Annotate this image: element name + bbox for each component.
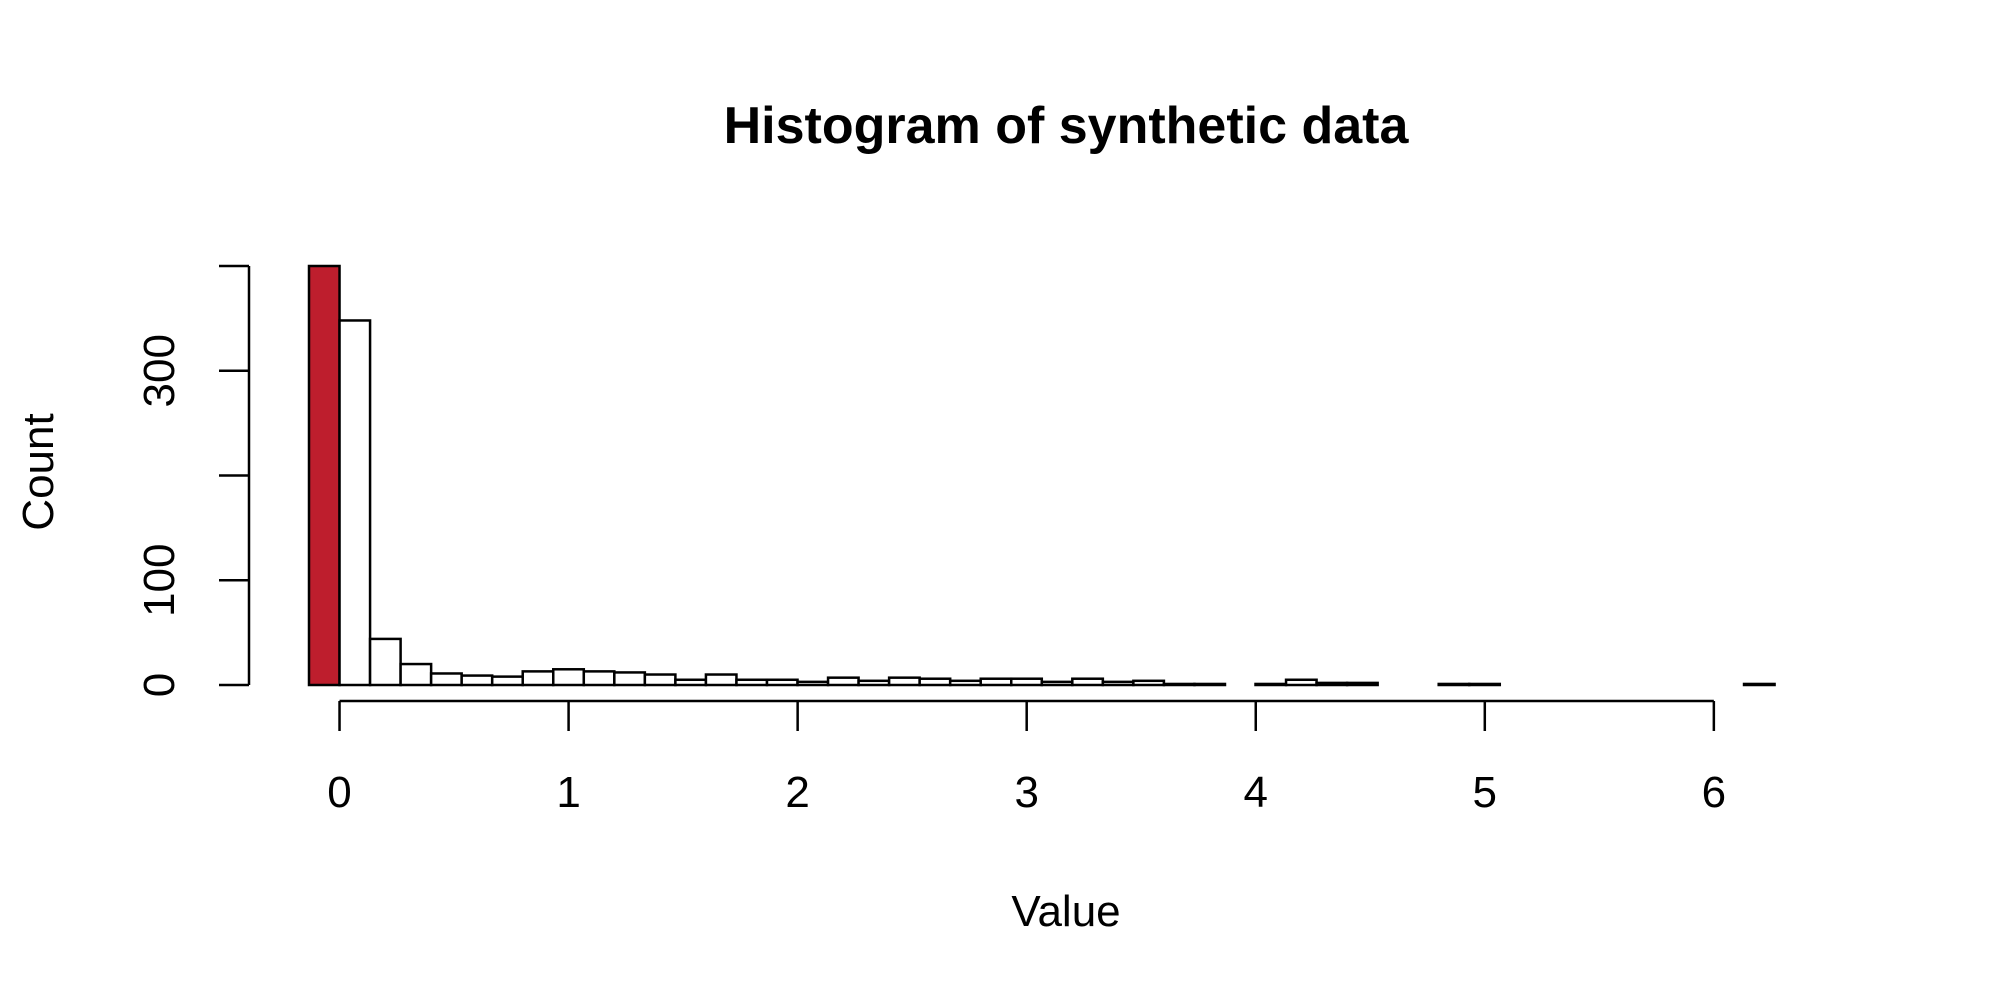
x-tick-label: 0	[327, 768, 351, 817]
histogram-bar	[521, 670, 555, 687]
x-tick-label: 4	[1243, 768, 1267, 817]
histogram-bar	[704, 673, 738, 687]
histogram-bar	[765, 678, 799, 687]
histogram-bar	[1315, 681, 1349, 687]
x-tick-label: 1	[556, 768, 580, 817]
histogram-bar	[368, 637, 402, 687]
histogram-bar	[918, 677, 952, 687]
bars-group	[307, 264, 1776, 687]
histogram-bar	[490, 675, 524, 687]
histogram-bar	[735, 678, 769, 687]
histogram-bar	[1345, 681, 1379, 687]
histogram-bar	[1742, 682, 1776, 687]
x-tick-label: 6	[1702, 768, 1726, 817]
histogram-bar	[429, 672, 463, 687]
histogram-bar	[1467, 682, 1502, 687]
histogram-bar	[1284, 678, 1318, 687]
histogram-bar	[1254, 682, 1288, 687]
y-tick-label: 0	[135, 673, 184, 697]
histogram-bar	[1162, 682, 1196, 687]
histogram-bar	[857, 679, 891, 687]
x-tick-label: 5	[1473, 768, 1497, 817]
y-axis-label: Count	[14, 413, 63, 530]
histogram-bar	[948, 679, 982, 687]
histogram-bar	[1193, 682, 1227, 687]
x-axis: 0 1 2 3 4 5 6	[327, 699, 1726, 817]
histogram-bar	[399, 662, 433, 687]
histogram-bar	[979, 677, 1013, 687]
histogram-bar	[338, 319, 372, 687]
histogram-bar	[1071, 677, 1105, 687]
histogram-bar	[796, 680, 830, 687]
y-tick-label: 300	[135, 334, 184, 407]
histogram-bar	[1040, 680, 1074, 687]
chart-title: Histogram of synthetic data	[724, 97, 1410, 155]
histogram-bar	[1101, 680, 1135, 687]
histogram-bar	[643, 673, 677, 687]
y-tick-label: 100	[135, 544, 184, 617]
histogram-bar	[826, 676, 860, 687]
histogram-bar	[582, 670, 616, 687]
y-axis: 0 100 300	[135, 264, 251, 697]
histogram-bar	[887, 676, 921, 687]
histogram-bar	[1437, 682, 1471, 687]
histogram-bar	[613, 671, 647, 687]
histogram-bar	[460, 674, 494, 687]
histogram-bar	[552, 668, 586, 687]
x-axis-label: Value	[1011, 887, 1120, 936]
x-tick-label: 2	[785, 768, 809, 817]
histogram-bar	[1010, 677, 1044, 687]
histogram-bar	[307, 264, 341, 687]
x-tick-label: 3	[1014, 768, 1038, 817]
histogram-bar	[1132, 679, 1166, 687]
histogram-bar	[674, 678, 708, 687]
